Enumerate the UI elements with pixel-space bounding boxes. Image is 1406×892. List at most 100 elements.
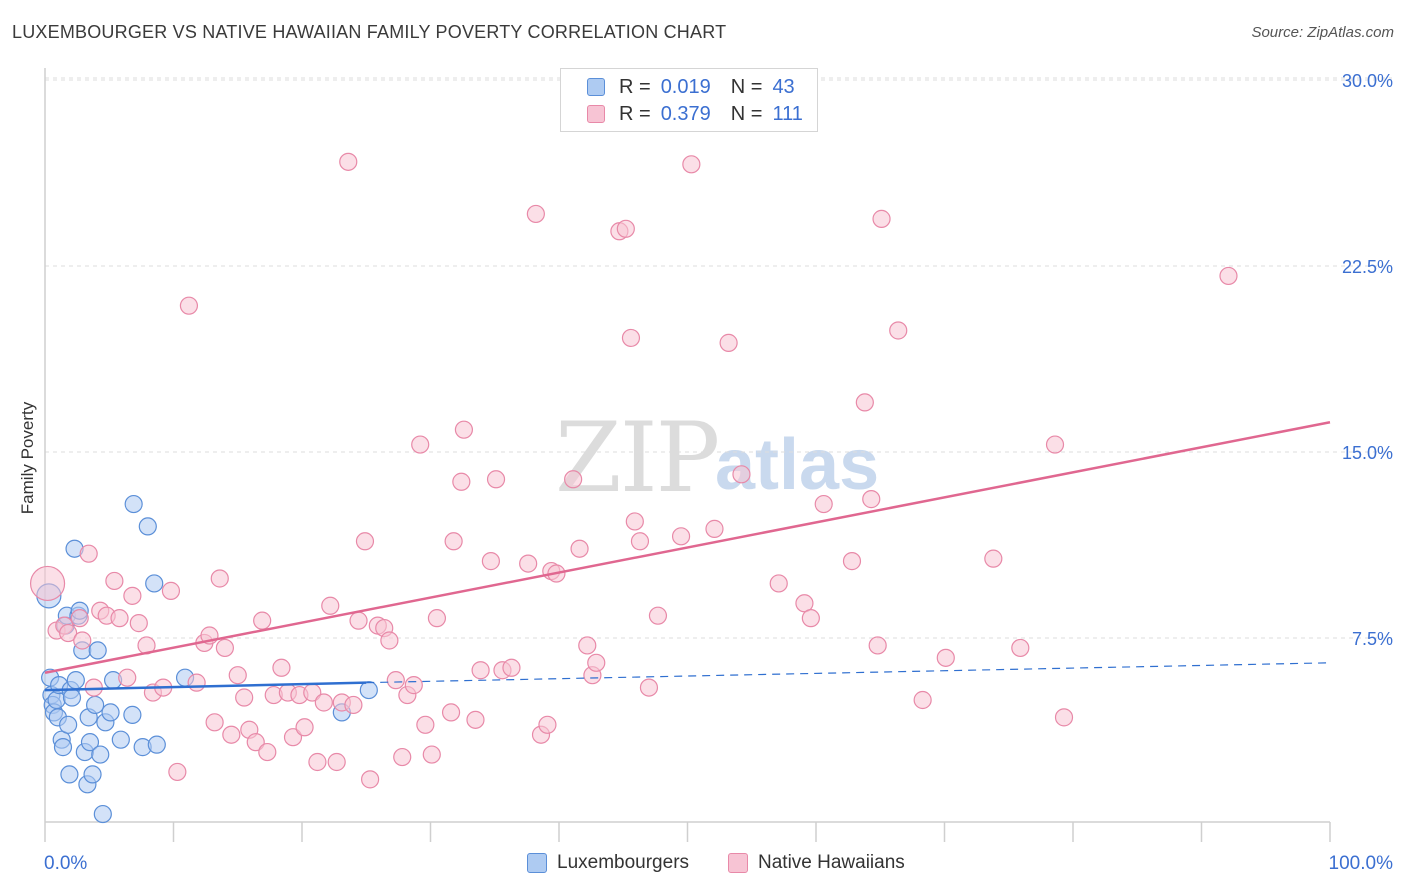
legend-swatch-pink <box>728 853 748 873</box>
native-hawaiian-point <box>253 611 272 630</box>
native-hawaiian-point <box>441 703 461 722</box>
native-hawaiian-point <box>393 747 412 767</box>
native-hawaiian-point <box>386 671 405 690</box>
native-hawaiian-point <box>295 718 314 737</box>
native-hawaiian-point <box>1045 435 1065 454</box>
legend-row-native-hawaiians: R = 0.379 N = 111 <box>561 100 803 128</box>
native-hawaiian-point <box>682 155 701 174</box>
native-hawaiian-point <box>466 710 485 729</box>
luxembourger-point <box>53 738 73 757</box>
legend-row-luxembourgers: R = 0.019 N = 43 <box>561 73 795 101</box>
native-hawaiian-point <box>526 204 545 224</box>
native-hawaiian-point <box>984 549 1003 568</box>
native-hawaiian-point <box>79 544 98 563</box>
luxembourger-trend-extension <box>366 662 1331 684</box>
native-hawaiian-point <box>814 494 833 514</box>
native-hawaiian-point <box>872 209 891 228</box>
legend-series-label: Luxembourgers <box>557 852 690 873</box>
native-hawaiian-point <box>123 586 142 605</box>
watermark-zip: ZIP <box>555 402 720 514</box>
native-hawaiian-point <box>308 752 327 772</box>
source-label: Source: ZipAtlas.com <box>1251 24 1394 41</box>
native-hawaiian-point <box>339 152 358 171</box>
native-hawaiian-point <box>118 668 137 687</box>
native-hawaiian-point <box>59 623 78 643</box>
luxembourger-point <box>145 574 164 593</box>
native-hawaiian-point <box>222 725 241 744</box>
native-hawaiian-point <box>936 648 955 667</box>
legend-series-label: Native Hawaiians <box>758 852 905 873</box>
native-hawaiian-point <box>416 715 435 734</box>
native-hawaiian-point <box>110 609 129 628</box>
native-hawaiian-point <box>321 596 340 615</box>
native-hawaiian-point <box>344 695 363 715</box>
native-hawaiian-point <box>801 609 820 628</box>
native-hawaiian-point <box>327 752 346 772</box>
bottom-legend-luxembourgers: Luxembourgers <box>527 852 689 874</box>
legend-swatch-blue <box>527 853 547 873</box>
native-hawaiian-point <box>630 532 650 551</box>
y-tick-label: 15.0% <box>1342 443 1393 463</box>
native-hawaiian-point <box>235 688 254 707</box>
luxembourger-point <box>124 494 143 514</box>
native-hawaiian-point <box>272 658 291 677</box>
native-hawaiian-point <box>258 742 277 762</box>
luxembourger-point <box>101 703 120 722</box>
legend-r-label: R = <box>619 102 651 125</box>
native-hawaiian-point <box>283 728 303 747</box>
native-hawaiian-point <box>187 673 206 692</box>
native-hawaiian-point <box>616 219 635 238</box>
native-hawaiian-point <box>732 465 751 484</box>
native-hawaiian-point <box>29 565 66 602</box>
native-hawaiian-point <box>564 470 583 489</box>
chart-title: LUXEMBOURGER VS NATIVE HAWAIIAN FAMILY P… <box>12 22 727 42</box>
native-hawaiian-point <box>719 333 738 352</box>
y-tick-label: 22.5% <box>1342 257 1393 277</box>
native-hawaiian-point <box>427 609 447 628</box>
native-hawaiian-point <box>105 571 124 591</box>
legend-swatch-pink <box>587 105 605 123</box>
native-hawaiian-point <box>862 490 881 509</box>
native-hawaiian-point <box>355 532 375 551</box>
native-hawaiian-point <box>502 658 521 677</box>
native-hawaiian-point <box>404 676 423 695</box>
luxembourger-point <box>111 730 130 749</box>
legend-n-value: 111 <box>772 102 803 125</box>
native-hawaiian-point <box>314 693 333 712</box>
native-hawaiian-point <box>1011 638 1030 658</box>
luxembourger-point <box>66 671 85 690</box>
luxembourger-point <box>83 765 102 784</box>
native-hawaiian-point <box>648 606 668 625</box>
x-tick-label: 0.0% <box>44 853 87 874</box>
watermark-atlas: atlas <box>715 425 880 505</box>
native-hawaiian-point <box>179 296 199 315</box>
legend-swatch-blue <box>587 78 605 96</box>
native-hawaiian-point <box>578 636 597 655</box>
native-hawaiian-point <box>444 532 463 551</box>
y-tick-label: 7.5% <box>1352 629 1393 649</box>
native-hawaiian-point <box>705 519 724 538</box>
luxembourger-point <box>86 695 105 715</box>
x-tick-label: 100.0% <box>1329 853 1394 874</box>
luxembourger-point <box>359 680 378 700</box>
native-hawaiian-point <box>380 631 399 650</box>
luxembourger-point <box>147 735 166 754</box>
native-hawaiian-point <box>621 328 641 348</box>
native-hawaiian-point <box>129 614 148 633</box>
native-hawaiian-point <box>246 733 265 752</box>
luxembourger-point <box>62 688 82 707</box>
luxembourger-point <box>80 733 100 752</box>
native-hawaiian-point <box>769 574 788 593</box>
native-hawaiian-point <box>889 321 908 340</box>
native-hawaiian-point <box>161 581 181 600</box>
luxembourger-point <box>91 745 110 764</box>
native-hawaiian-point <box>855 393 874 412</box>
legend-r-label: R = <box>619 75 651 98</box>
native-hawaiian-point <box>70 609 89 628</box>
luxembourger-trend-line <box>44 681 367 692</box>
y-tick-label: 30.0% <box>1342 71 1393 91</box>
luxembourger-point <box>123 705 142 724</box>
legend-n-value: 43 <box>772 75 795 98</box>
native-hawaiian-point <box>215 638 234 658</box>
